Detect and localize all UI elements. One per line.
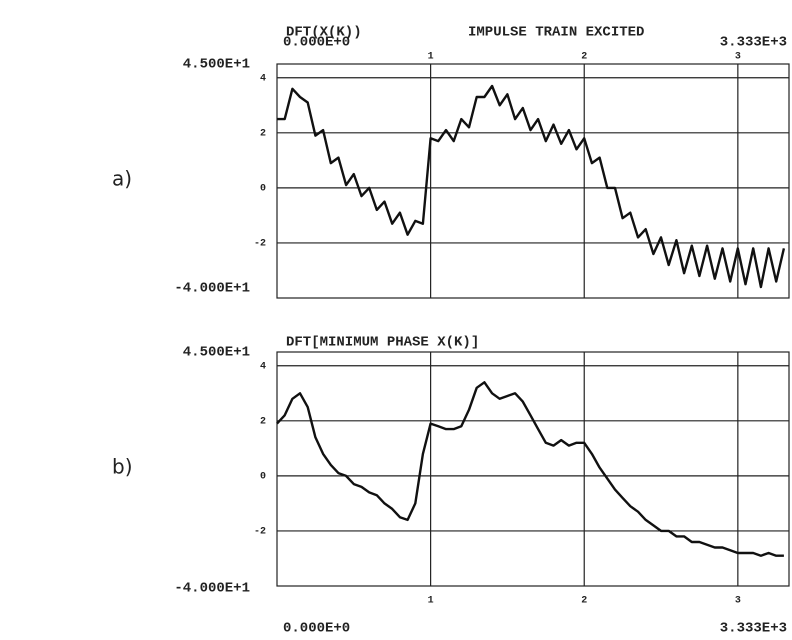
plot-frame <box>276 63 790 299</box>
x-tick-label: 2 <box>581 52 587 63</box>
x-max-label: 3.333E+3 <box>720 621 787 637</box>
y-tick-label: 0 <box>260 184 266 195</box>
x-min-label: 0.000E+0 <box>283 621 350 637</box>
y-tick-label: 4 <box>260 361 266 372</box>
chart-subtitle: IMPULSE TRAIN EXCITED <box>468 25 644 41</box>
data-line <box>276 381 784 557</box>
x-max-label: 3.333E+3 <box>720 35 787 51</box>
x-tick-label: 1 <box>428 52 434 63</box>
x-min-label: 0.000E+0 <box>283 35 350 51</box>
y-max-label: 4.500E+1 <box>183 57 250 73</box>
y-max-label: 4.500E+1 <box>183 345 250 361</box>
x-tick-label: 3 <box>735 596 741 607</box>
chart-title: DFT(X(K)) <box>286 25 362 41</box>
y-tick-label: 4 <box>260 73 266 84</box>
x-tick-label: 2 <box>581 596 587 607</box>
y-tick-label: 2 <box>260 416 266 427</box>
data-line <box>277 84 786 289</box>
y-min-label: -4.000E+1 <box>174 581 250 597</box>
y-tick-label: 0 <box>260 472 266 483</box>
panel-label: b) <box>112 455 133 479</box>
x-tick-label: 3 <box>735 52 741 63</box>
y-min-label: -4.000E+1 <box>174 281 250 297</box>
y-tick-label: 2 <box>260 128 266 139</box>
plot-frame <box>276 351 790 587</box>
y-tick-label: -2 <box>254 527 266 538</box>
chart-title: DFT[MINIMUM PHASE X(K)] <box>286 335 479 351</box>
x-tick-label: 1 <box>428 596 434 607</box>
panel-label: a) <box>112 167 132 191</box>
y-tick-label: -2 <box>254 239 266 250</box>
